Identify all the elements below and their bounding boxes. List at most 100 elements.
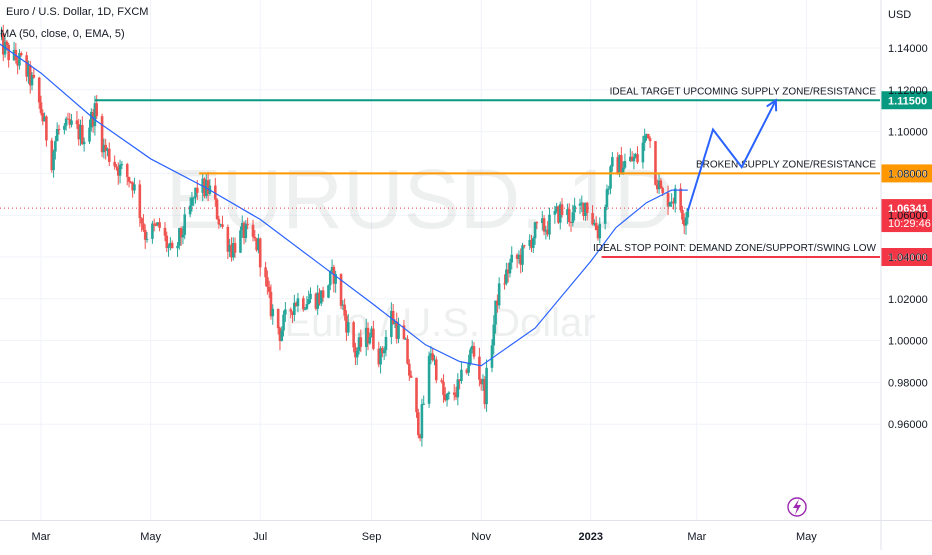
candle-body (41, 113, 45, 122)
candle-body (231, 243, 235, 258)
candle-body (618, 155, 621, 175)
candle-body (176, 245, 179, 249)
candle-body (641, 142, 645, 163)
candle-body (289, 309, 293, 312)
candle-body (50, 140, 54, 171)
candle-body (433, 359, 436, 361)
candle-body (558, 204, 562, 223)
candle-body (318, 292, 321, 304)
candle-body (291, 311, 294, 315)
candle-body (434, 359, 438, 381)
candle-body (629, 156, 632, 162)
candle-body (472, 345, 476, 357)
candle-body (454, 394, 458, 398)
y-tick-label: 1.02000 (888, 294, 928, 306)
candle-body (569, 222, 573, 224)
candle-body (192, 197, 196, 199)
candle-body (478, 356, 481, 380)
y-tick-label: 1.04000 (888, 252, 928, 264)
candle-body (45, 116, 48, 141)
level-price-tag (881, 91, 932, 110)
candle-body (188, 205, 192, 215)
candle-body (515, 254, 519, 259)
candle-body (632, 157, 636, 162)
candle-body (116, 167, 120, 176)
candle-body (167, 246, 170, 249)
level-annotation: BROKEN SUPPLY ZONE/RESISTANCE (696, 159, 876, 170)
candle-body (542, 218, 546, 232)
candle-body (469, 349, 472, 364)
candle-body (609, 166, 612, 189)
level-annotation: IDEAL TARGET UPCOMING SUPPLY ZONE/RESIST… (610, 86, 877, 97)
indicator-label[interactable]: MA (50, close, 0, EMA, 5) (0, 28, 125, 40)
candle-body (555, 206, 558, 212)
candle-body (7, 44, 10, 61)
candle-body (104, 144, 107, 151)
candle-body (328, 271, 332, 286)
candle-body (521, 245, 524, 265)
candle-body (611, 157, 614, 167)
candle-body (443, 394, 447, 401)
candle-body (93, 103, 97, 127)
candle-body (75, 120, 79, 125)
y-tick-label: 0.98000 (888, 377, 928, 389)
candle-body (503, 283, 506, 285)
x-tick-label: 2023 (579, 531, 603, 543)
candle-body (580, 202, 584, 204)
candle-body (379, 348, 382, 365)
candle-body (196, 187, 199, 193)
watermark-name: Euro / U.S. Dollar (284, 301, 595, 345)
candle-body (670, 201, 673, 203)
levels-layer: IDEAL TARGET UPCOMING SUPPLY ZONE/RESIST… (0, 86, 932, 266)
candle-body (646, 133, 650, 139)
candle-body (481, 379, 485, 385)
candle-body (206, 180, 210, 194)
candle-body (531, 238, 535, 248)
candle-body (82, 141, 86, 145)
candle-body (682, 219, 686, 226)
ma-line (0, 43, 688, 367)
lightning-icon[interactable] (787, 497, 807, 517)
candle-body (397, 325, 400, 339)
candle-body (226, 226, 230, 252)
candle-body (138, 184, 142, 219)
candle-body (181, 234, 185, 238)
candle-body (334, 274, 337, 284)
candle-body (390, 310, 393, 337)
candle-body (151, 223, 154, 239)
candle-body (294, 302, 298, 307)
candle-body (79, 125, 82, 140)
candle-body (217, 219, 221, 225)
candle-body (37, 77, 41, 103)
candle-body (643, 135, 646, 143)
x-tick-label: Sep (362, 531, 382, 543)
candle-body (269, 291, 273, 317)
candle-body (190, 197, 194, 206)
candle-body (402, 325, 406, 340)
candle-body (679, 188, 682, 211)
candle-body (278, 328, 282, 341)
candle-body (557, 206, 560, 223)
candle-body (415, 377, 418, 413)
candle-body (528, 239, 532, 246)
candle-body (510, 254, 514, 263)
ema-layer (0, 43, 688, 367)
candle-body (129, 181, 133, 183)
candle-body (163, 227, 167, 236)
candle-body (125, 164, 129, 177)
candle-body (142, 223, 145, 230)
candle-body (409, 375, 413, 378)
candle-body (133, 184, 136, 191)
candle-body (19, 53, 23, 56)
candle-body (307, 299, 311, 305)
candle-body (519, 254, 523, 265)
candle-body (39, 102, 43, 114)
candle-body (107, 148, 111, 162)
grid (0, 0, 880, 520)
candle-body (102, 144, 106, 153)
candle-body (420, 404, 424, 439)
candle-body (357, 337, 361, 351)
candle-body (657, 180, 661, 190)
